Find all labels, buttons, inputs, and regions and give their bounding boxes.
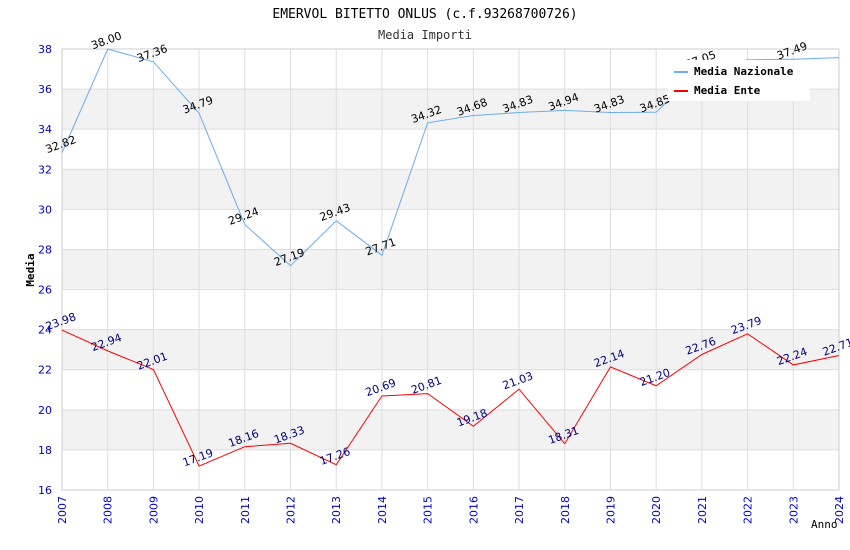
x-tick-label: 2020 — [650, 496, 663, 524]
x-tick-label: 2017 — [513, 496, 526, 524]
y-tick-label: 30 — [38, 203, 52, 216]
x-tick-label: 2010 — [193, 496, 206, 524]
x-tick-label: 2009 — [147, 496, 160, 524]
legend: Media Nazionale Media Ente — [668, 60, 810, 101]
y-tick-label: 20 — [38, 404, 52, 417]
legend-label-nazionale: Media Nazionale — [694, 65, 794, 78]
y-tick-label: 16 — [38, 484, 52, 497]
chart-title: EMERVOL BITETTO ONLUS (c.f.93268700726) — [272, 7, 577, 22]
legend-label-ente: Media Ente — [694, 84, 761, 97]
x-tick-label: 2022 — [742, 496, 755, 524]
x-tick-label: 2012 — [285, 496, 298, 524]
x-tick-label: 2014 — [376, 496, 389, 524]
x-tick-label: 2021 — [696, 496, 709, 524]
series-line-ente — [61, 329, 840, 467]
plot-band — [62, 169, 839, 210]
x-tick-label: 2024 — [833, 496, 846, 524]
x-tick-label: 2016 — [467, 496, 480, 524]
x-tick-label: 2019 — [604, 496, 617, 524]
x-tick-label: 2015 — [422, 496, 435, 524]
data-label: 32.82 — [44, 133, 78, 156]
y-tick-label: 28 — [38, 243, 52, 256]
plot-bands — [62, 89, 839, 450]
y-tick-label: 34 — [38, 123, 52, 136]
data-label: 21.03 — [501, 369, 535, 392]
y-tick-label: 26 — [38, 284, 52, 297]
x-axis-label: Anno — [811, 518, 838, 531]
y-axis-label: Media — [24, 253, 37, 286]
y-tick-label: 36 — [38, 83, 52, 96]
x-tick-label: 2008 — [102, 496, 115, 524]
x-tick-label: 2013 — [330, 496, 343, 524]
y-tick-label: 18 — [38, 444, 52, 457]
plot-band — [62, 249, 839, 290]
y-tick-label: 22 — [38, 364, 52, 377]
y-tick-label: 24 — [38, 324, 52, 337]
x-tick-label: 2023 — [787, 496, 800, 524]
y-tick-label: 38 — [38, 43, 52, 56]
x-tick-label: 2011 — [239, 496, 252, 524]
x-tick-label: 2007 — [56, 496, 69, 524]
legend-box — [668, 60, 810, 101]
plot-band — [62, 329, 839, 370]
y-tick-label: 32 — [38, 163, 52, 176]
chart-subtitle: Media Importi — [378, 28, 472, 42]
x-tick-label: 2018 — [559, 496, 572, 524]
plot-frame — [61, 48, 840, 491]
plot-band — [62, 409, 839, 450]
